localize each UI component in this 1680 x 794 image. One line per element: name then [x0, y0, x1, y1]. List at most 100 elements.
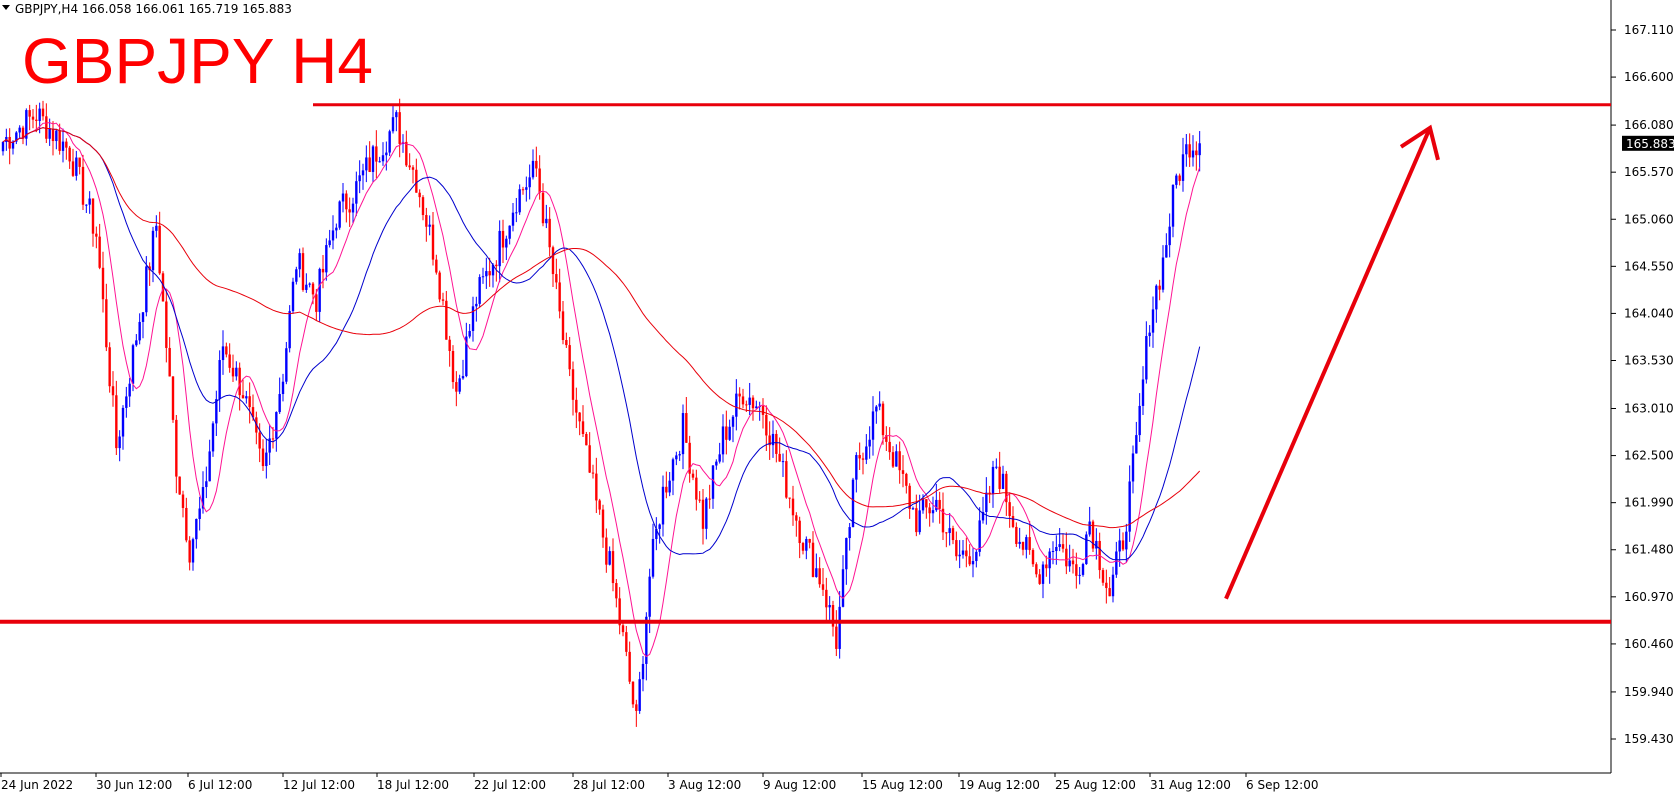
candle-body: [138, 321, 141, 341]
y-tick-label: 160.460: [1624, 637, 1674, 651]
candle-body: [1, 142, 5, 152]
candle-body: [601, 509, 605, 538]
candle-body: [335, 227, 338, 231]
candle-body: [825, 589, 828, 608]
candle-body: [651, 538, 655, 577]
candle-body: [201, 487, 205, 509]
candle-body: [1051, 550, 1055, 552]
candle-body: [1105, 582, 1108, 589]
candle-body: [605, 537, 608, 565]
candle-body: [1018, 541, 1021, 544]
candle-body: [1148, 332, 1151, 337]
candle-body: [1008, 502, 1011, 517]
candle-body: [1108, 588, 1111, 597]
candle-body: [281, 381, 285, 395]
candle-body: [411, 167, 415, 170]
plot-frame: [0, 0, 1612, 774]
candle-body: [1158, 285, 1161, 290]
candle-body: [845, 538, 848, 570]
candle-body: [428, 224, 431, 227]
annotations-layer: [0, 103, 1611, 624]
candle-body: [658, 524, 661, 529]
x-tick-label: 24 Jun 2022: [1, 778, 73, 792]
candle-body: [898, 451, 901, 471]
candle-body: [1031, 550, 1035, 565]
candle-body: [388, 131, 391, 153]
candle-body: [1091, 521, 1095, 549]
ma-mid-line: [2, 127, 1201, 561]
candle-body: [1115, 551, 1118, 575]
y-tick-label: 161.990: [1624, 496, 1674, 510]
candle-body: [371, 146, 375, 172]
price-axis[interactable]: 167.110 166.600 166.080 165.570 165.060 164.5…: [1611, 23, 1674, 746]
candle-body: [915, 508, 918, 533]
candle-body: [918, 510, 921, 533]
candle-body: [338, 201, 341, 228]
candle-body: [208, 451, 211, 482]
time-axis[interactable]: 24 Jun 2022 30 Jun 12:00 6 Jul 12:00 12 Jul…: [0, 773, 1318, 792]
candle-body: [1191, 150, 1195, 158]
candle-body: [571, 369, 575, 400]
candle-body: [948, 528, 951, 533]
candle-body: [505, 238, 508, 248]
candle-body: [1165, 245, 1168, 258]
candle-body: [451, 351, 455, 383]
candle-body: [591, 472, 595, 474]
candle-body: [811, 542, 815, 577]
candle-body: [935, 499, 938, 511]
candle-body: [491, 264, 495, 276]
candle-body: [95, 233, 98, 237]
candle-body: [738, 393, 741, 397]
candle-body: [805, 538, 808, 551]
candle-body: [271, 438, 275, 440]
candle-body: [221, 346, 225, 361]
candle-body: [858, 455, 861, 459]
candle-body: [1128, 481, 1131, 532]
candle-body: [88, 198, 91, 205]
candle-body: [478, 277, 481, 304]
candle-body: [751, 397, 755, 409]
candle-body: [1145, 336, 1148, 380]
candle-body: [875, 406, 878, 412]
candle-body: [151, 230, 155, 271]
candle-body: [31, 116, 35, 120]
candle-body: [1151, 309, 1155, 333]
candle-body: [1048, 551, 1051, 569]
chart-title: GBPJPY H4: [22, 25, 373, 97]
candle-body: [675, 455, 678, 460]
candle-body: [778, 453, 781, 462]
candle-body: [1021, 541, 1025, 550]
candle-body: [425, 215, 428, 227]
candle-body: [695, 477, 698, 500]
candle-body: [321, 268, 325, 273]
candle-body: [821, 584, 825, 590]
candle-body: [531, 160, 535, 178]
candle-body: [905, 473, 908, 486]
candle-body: [291, 281, 295, 312]
candle-body: [545, 218, 548, 224]
y-tick-label: 165.060: [1624, 212, 1674, 226]
candle-body: [1055, 546, 1058, 551]
candle-body: [141, 312, 145, 322]
candle-body: [51, 128, 55, 142]
symbol-dropdown-icon[interactable]: [2, 5, 10, 10]
trend-arrow-shaft[interactable]: [1224, 127, 1432, 600]
candle-body: [698, 499, 701, 501]
candle-body: [878, 403, 881, 407]
candle-body: [251, 407, 255, 418]
candle-body: [631, 681, 635, 705]
candle-body: [11, 141, 15, 149]
candle-body: [1118, 540, 1121, 552]
candle-body: [135, 340, 138, 346]
candle-body: [815, 568, 818, 577]
candle-body: [808, 538, 811, 543]
y-tick-label: 159.940: [1624, 685, 1674, 699]
y-tick-label: 164.040: [1624, 306, 1674, 320]
candle-body: [1111, 574, 1115, 597]
candle-body: [355, 181, 358, 204]
x-tick-label: 3 Aug 12:00: [668, 778, 741, 792]
candle-body: [1078, 574, 1081, 576]
candle-body: [28, 110, 31, 117]
candle-body: [345, 193, 348, 210]
